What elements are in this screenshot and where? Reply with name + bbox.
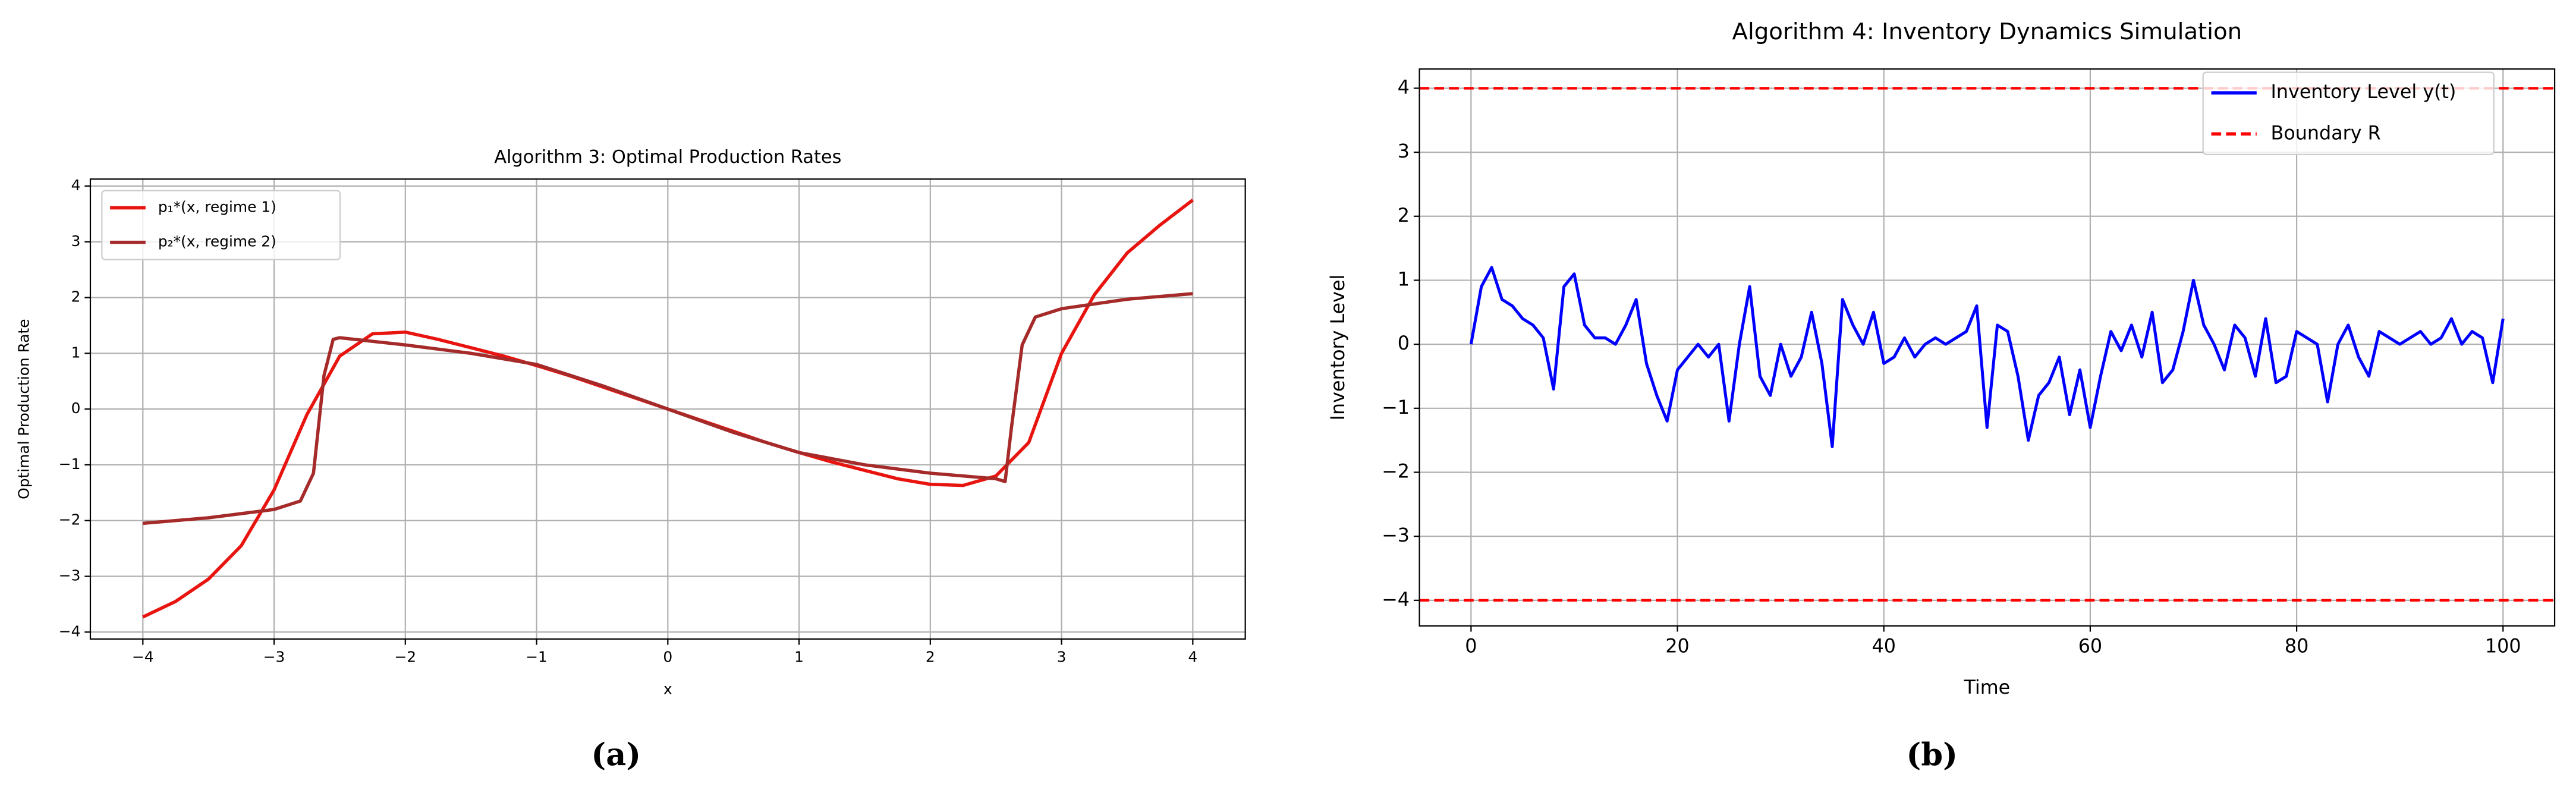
axes-frame: [89, 178, 1246, 640]
y-tick-label: 4: [1398, 77, 1410, 98]
y-tick-label: −3: [1382, 525, 1410, 546]
caption: (a): [591, 737, 641, 773]
y-tick-label: 0: [1398, 333, 1410, 354]
y-axis-label: Optimal Production Rate: [15, 319, 32, 499]
x-tick-label: 3: [1057, 649, 1067, 666]
legend-label: p₂*(x, regime 2): [158, 233, 276, 250]
x-tick-label: −3: [263, 649, 285, 666]
y-tick-label: −3: [59, 567, 81, 584]
y-tick-label: −4: [1382, 589, 1410, 611]
caption: (b): [1907, 737, 1958, 773]
x-tick-label: 60: [2078, 636, 2102, 657]
x-tick-label: 4: [1188, 649, 1197, 666]
x-tick-label: 40: [1872, 636, 1896, 657]
y-tick-label: 2: [1398, 205, 1410, 226]
y-tick-label: 4: [71, 177, 81, 194]
x-tick-label: 80: [2285, 636, 2308, 657]
y-tick-label: −1: [1382, 397, 1410, 418]
x-tick-label: 20: [1665, 636, 1689, 657]
y-tick-label: 3: [71, 232, 81, 250]
chart-title: Algorithm 4: Inventory Dynamics Simulati…: [1732, 18, 2242, 45]
series-line: [1469, 266, 2505, 448]
x-tick-label: −2: [394, 649, 416, 666]
y-tick-label: 2: [71, 288, 81, 306]
x-axis-label: Time: [1963, 677, 2010, 698]
y-tick-label: −4: [59, 622, 81, 640]
y-tick-label: 0: [71, 399, 81, 417]
x-tick-label: 100: [2485, 636, 2521, 657]
x-tick-label: 0: [1465, 636, 1477, 657]
x-tick-label: −4: [132, 649, 154, 666]
x-tick-label: −1: [526, 649, 548, 666]
y-axis-label: Inventory Level: [1328, 275, 1349, 421]
axes-frame: [1418, 68, 2556, 627]
x-tick-label: 2: [926, 649, 935, 666]
legend-label: p₁*(x, regime 1): [158, 199, 276, 216]
y-tick-label: 3: [1398, 141, 1410, 162]
x-axis-label: x: [663, 681, 672, 698]
y-tick-label: 1: [1398, 269, 1410, 290]
y-tick-label: −1: [59, 455, 81, 473]
legend-box: [2202, 71, 2495, 155]
y-tick-label: −2: [1382, 461, 1410, 482]
legend-box: [101, 190, 341, 260]
legend-label: Inventory Level y(t): [2271, 81, 2457, 103]
x-tick-label: 0: [663, 649, 672, 666]
series-line: [143, 292, 1193, 525]
legend-label: Boundary R: [2271, 122, 2381, 144]
chart-title: Algorithm 3: Optimal Production Rates: [494, 147, 841, 168]
y-tick-label: 1: [71, 344, 81, 361]
x-tick-label: 1: [794, 649, 804, 666]
y-tick-label: −2: [59, 511, 81, 528]
